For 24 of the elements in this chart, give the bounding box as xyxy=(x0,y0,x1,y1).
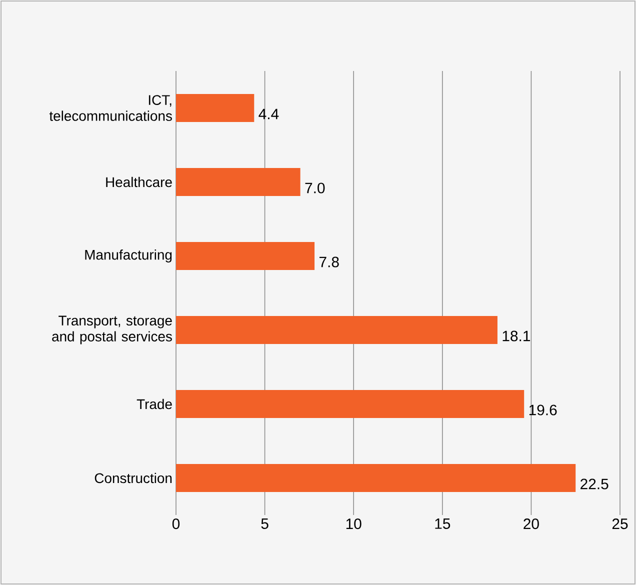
y-tick-label: Construction xyxy=(94,472,172,484)
data-label: 7.0 xyxy=(305,182,325,194)
data-label: 22.5 xyxy=(580,478,608,490)
data-label: 19.6 xyxy=(529,404,557,416)
x-tick-label: 0 xyxy=(172,518,180,530)
y-tick-label: Trade xyxy=(136,398,172,410)
bar xyxy=(176,316,498,344)
x-tick-label: 10 xyxy=(346,518,362,530)
x-tick-label: 20 xyxy=(524,518,539,530)
x-tick-label: 15 xyxy=(435,518,450,529)
bar xyxy=(176,464,576,492)
y-tick-label: Healthcare xyxy=(106,176,172,188)
x-tick-label: 5 xyxy=(261,518,268,529)
y-tick-label: ICT, telecommunications xyxy=(49,95,172,121)
data-label: 4.4 xyxy=(258,108,279,120)
bar xyxy=(176,242,315,270)
bar xyxy=(176,168,300,196)
bar xyxy=(176,390,524,418)
y-tick-label: Transport, storage and postal services xyxy=(52,316,172,344)
x-tick-label: 25 xyxy=(612,518,628,530)
data-label: 7.8 xyxy=(319,256,339,268)
bar xyxy=(176,94,254,122)
data-label: 18.1 xyxy=(502,330,530,342)
y-tick-label: Manufacturing xyxy=(85,250,172,262)
